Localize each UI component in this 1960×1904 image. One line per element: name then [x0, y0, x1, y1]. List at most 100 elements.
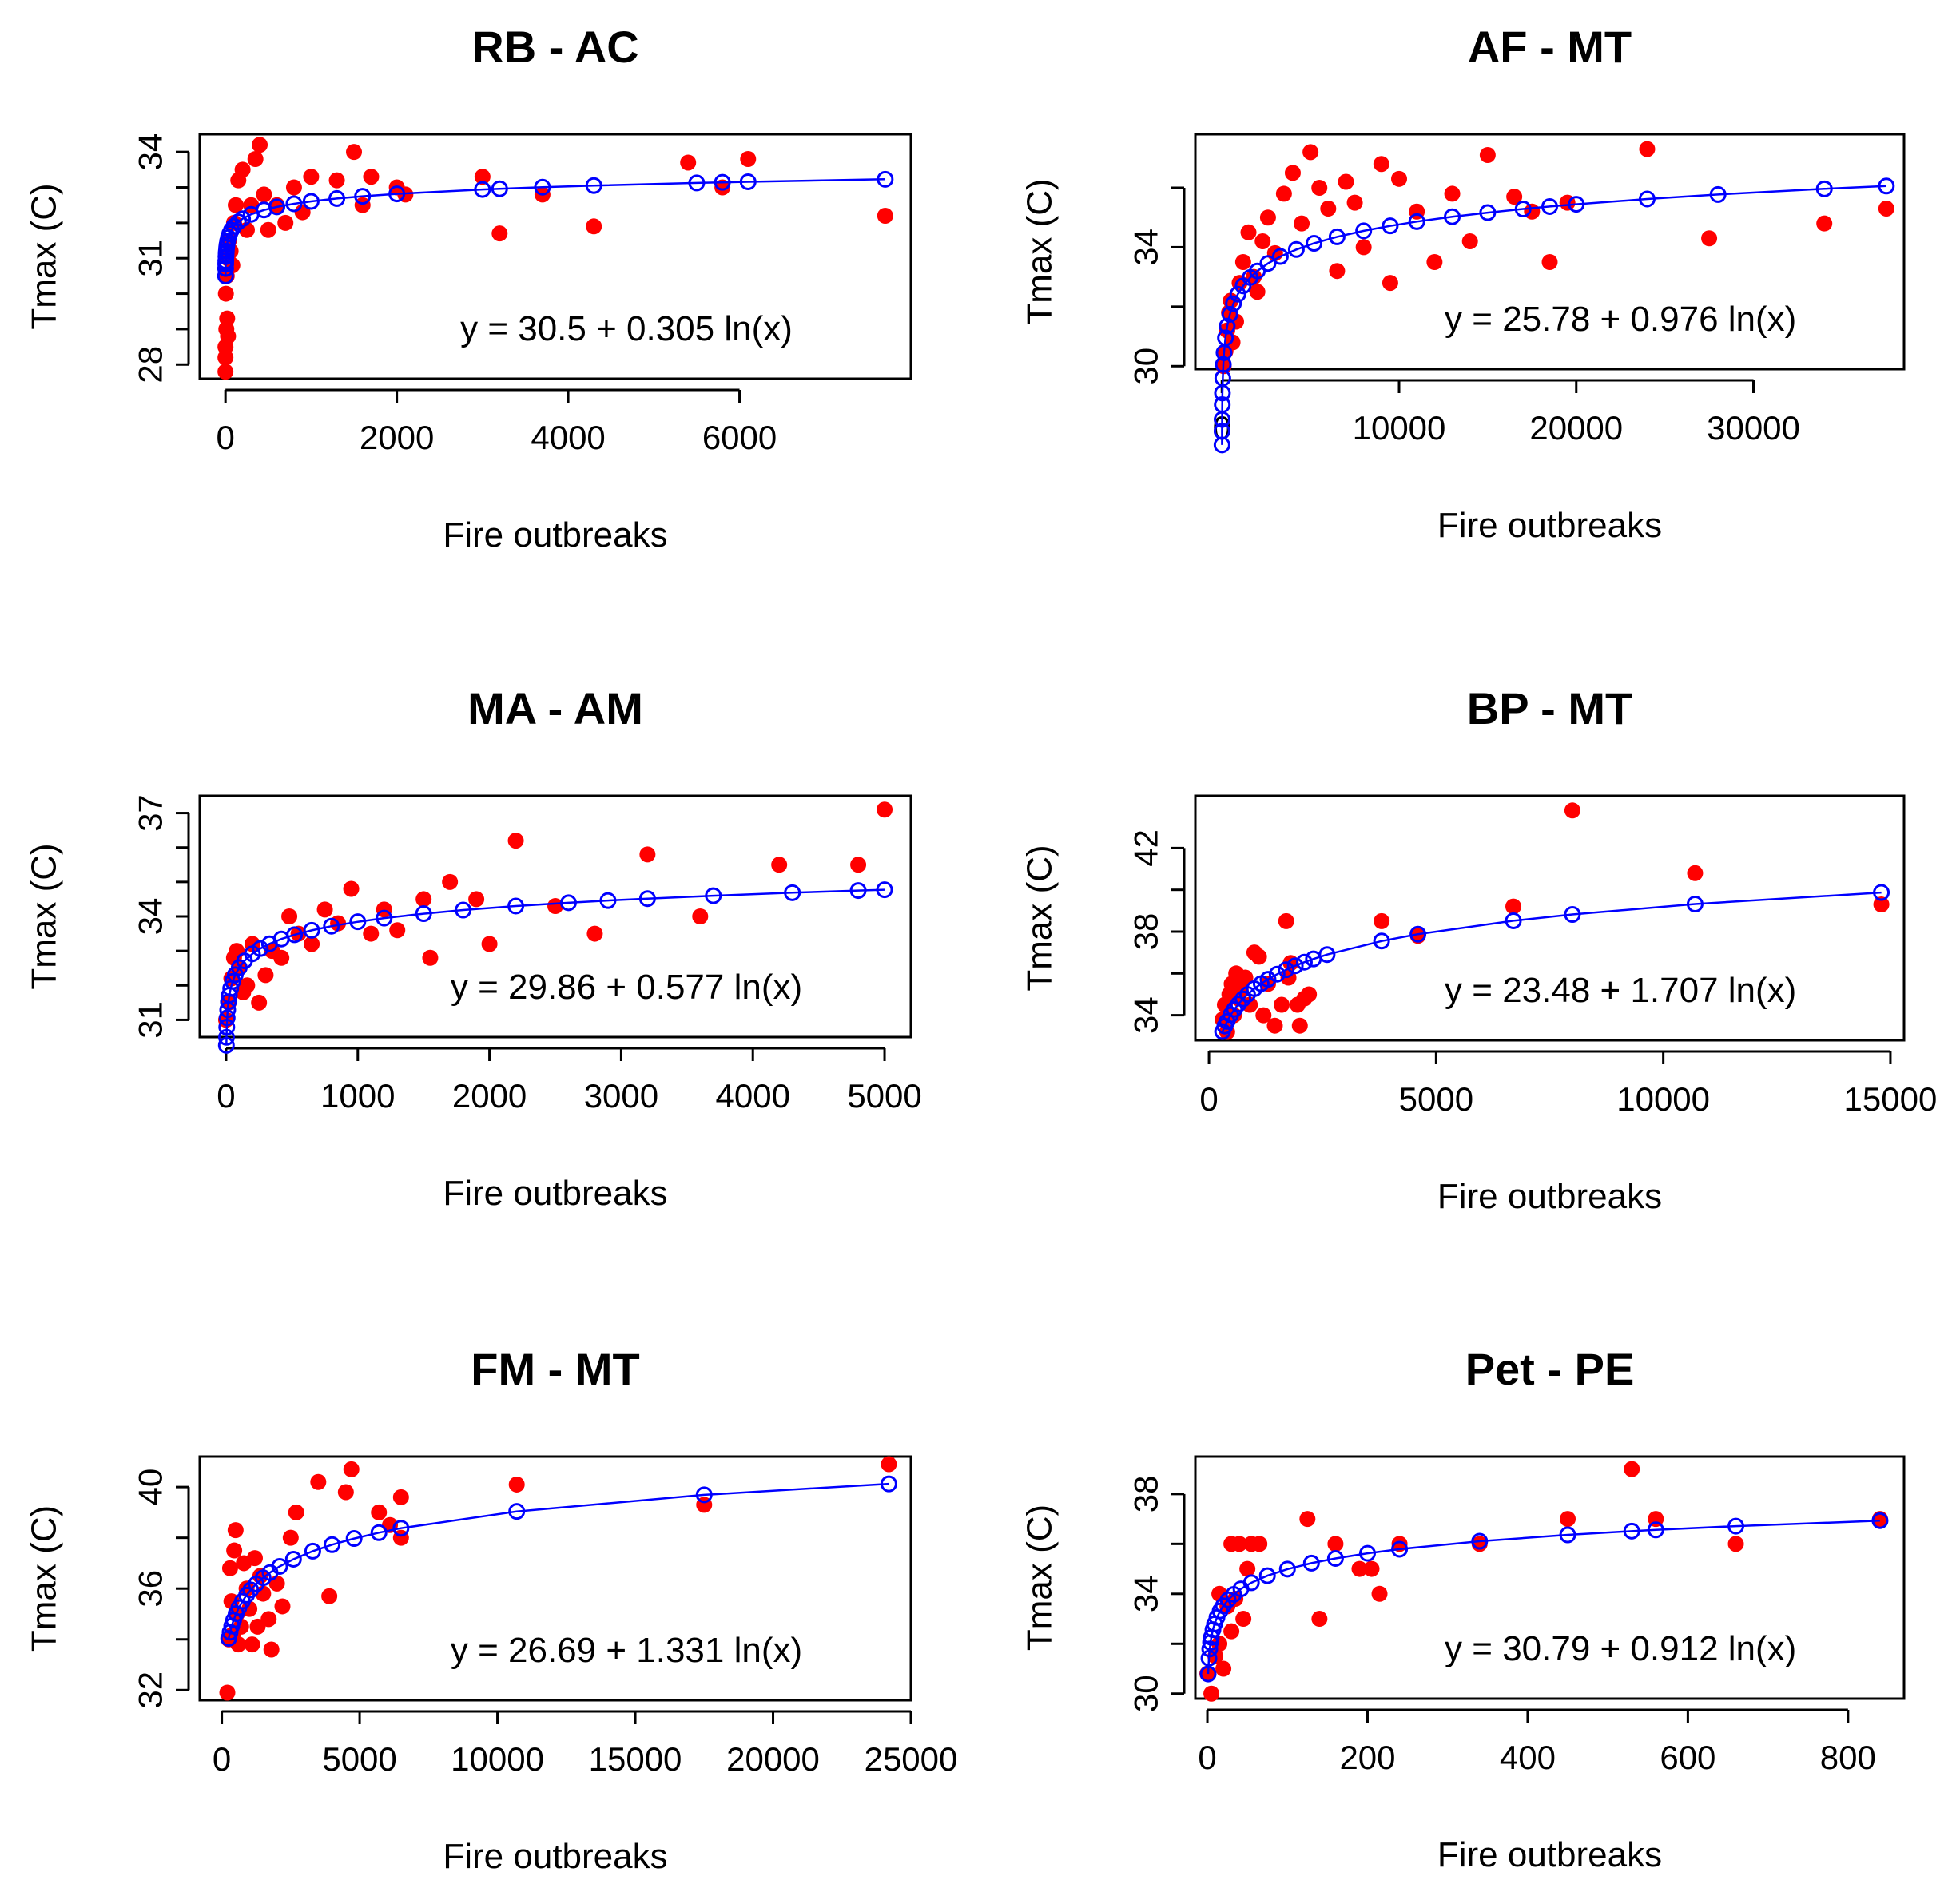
- observed-point: [1541, 254, 1558, 271]
- observed-point: [442, 873, 459, 890]
- fitted-point: [220, 1630, 237, 1648]
- x-tick-label: 0: [1198, 1739, 1216, 1776]
- observed-point: [1294, 215, 1310, 232]
- observed-point: [639, 846, 656, 863]
- y-tick-label: 34: [1127, 1575, 1165, 1612]
- observed-point: [468, 891, 485, 908]
- fitted-point: [705, 887, 722, 904]
- y-axis-label: Tmax (C): [1020, 845, 1060, 991]
- observed-point: [247, 151, 264, 168]
- observed-point: [474, 169, 491, 185]
- fitted-point: [229, 213, 247, 231]
- fitted-point: [217, 1028, 235, 1046]
- observed-point: [1235, 1611, 1252, 1628]
- fitted-point: [1408, 213, 1425, 230]
- x-tick-label: 400: [1500, 1739, 1556, 1776]
- x-tick-label: 0: [217, 1077, 235, 1115]
- fitted-point: [585, 177, 602, 194]
- y-tick-label: 42: [1127, 829, 1165, 867]
- panel-5: FM - MT 0 5000 10000 15000 20000 25000 Fire out…: [25, 1344, 958, 1876]
- regression-equation: y = 30.5 + 0.305 ln(x): [460, 309, 793, 348]
- fitted-point: [508, 1503, 526, 1520]
- fitted-point: [234, 210, 252, 228]
- fitted-point: [1215, 356, 1232, 373]
- x-tick-label: 15000: [589, 1740, 682, 1778]
- observed-point: [304, 936, 320, 952]
- x-tick-label: 5000: [1399, 1080, 1473, 1118]
- observed-point: [1351, 1560, 1368, 1577]
- fitted-point: [1638, 190, 1656, 208]
- observed-point: [1203, 1685, 1220, 1702]
- y-axis-label: Tmax (C): [1020, 1505, 1060, 1651]
- y-axis-label: Tmax (C): [1020, 178, 1060, 324]
- observed-point: [1239, 1560, 1256, 1577]
- observed-point: [252, 137, 268, 153]
- fitted-point: [1217, 329, 1234, 347]
- y-tick-label: 38: [1127, 913, 1165, 951]
- observed-point: [229, 943, 245, 960]
- y-tick-label: 34: [132, 898, 169, 936]
- x-axis-label: Fire outbreaks: [1437, 1835, 1662, 1874]
- observed-point: [1231, 1536, 1248, 1552]
- plot-frame: [198, 794, 912, 1039]
- fitted-point: [1391, 1540, 1409, 1558]
- observed-point: [1223, 1623, 1240, 1640]
- observed-point: [415, 891, 432, 908]
- x-tick-label: 20000: [1529, 409, 1623, 447]
- x-axis-label: Fire outbreaks: [443, 1837, 667, 1876]
- observed-point: [1701, 230, 1718, 247]
- fitted-point: [1444, 208, 1461, 225]
- fitted-point: [507, 897, 525, 915]
- fitted-point: [284, 1550, 302, 1568]
- observed-point: [507, 833, 524, 849]
- observed-point: [1461, 233, 1478, 249]
- fitted-point: [1271, 248, 1289, 265]
- fitted-point: [1200, 1649, 1218, 1667]
- fitted-point: [370, 1524, 388, 1541]
- fitted-point: [252, 940, 269, 957]
- panel-title: RB - AC: [471, 22, 638, 72]
- fitted-point: [1559, 1526, 1576, 1544]
- y-tick-label: 37: [132, 794, 169, 832]
- y-tick-label: 28: [132, 346, 169, 384]
- fitted-point: [415, 905, 432, 923]
- panel-title: BP - MT: [1467, 683, 1632, 733]
- fitted-point: [1278, 1560, 1296, 1578]
- fitted-point: [534, 178, 551, 196]
- y-tick-label: 34: [132, 133, 169, 171]
- fit-line: [1221, 185, 1886, 445]
- fitted-point: [1221, 305, 1238, 323]
- x-tick-label: 30000: [1707, 409, 1800, 447]
- fitted-point: [1242, 1574, 1260, 1592]
- observed-point: [1299, 1511, 1316, 1528]
- observed-point: [1338, 173, 1354, 190]
- observed-point: [221, 1560, 238, 1576]
- fitted-point: [638, 890, 656, 908]
- fitted-point: [1201, 1640, 1219, 1658]
- fitted-point: [1709, 185, 1727, 203]
- observed-point: [1363, 1560, 1380, 1577]
- fitted-point: [559, 894, 577, 912]
- observed-point: [771, 857, 788, 873]
- x-tick-label: 25000: [865, 1740, 958, 1778]
- observed-point: [227, 1522, 244, 1539]
- observed-point: [850, 857, 867, 873]
- observed-point: [371, 1504, 388, 1520]
- x-tick-label: 3000: [584, 1077, 658, 1115]
- observed-point: [389, 922, 406, 939]
- fitted-point: [271, 1558, 288, 1576]
- observed-point: [1560, 1511, 1576, 1528]
- observed-point: [881, 1456, 897, 1473]
- fitted-point: [1287, 240, 1305, 258]
- observed-point: [363, 925, 380, 942]
- x-tick-label: 10000: [451, 1740, 544, 1778]
- observed-point: [363, 169, 380, 185]
- observed-point: [1426, 254, 1443, 271]
- observed-point: [303, 169, 320, 185]
- observed-point: [586, 218, 602, 235]
- fitted-point: [285, 195, 303, 213]
- observed-point: [263, 1641, 280, 1658]
- fitted-point: [323, 917, 340, 935]
- observed-point: [1266, 1017, 1283, 1034]
- observed-point: [1624, 1461, 1640, 1477]
